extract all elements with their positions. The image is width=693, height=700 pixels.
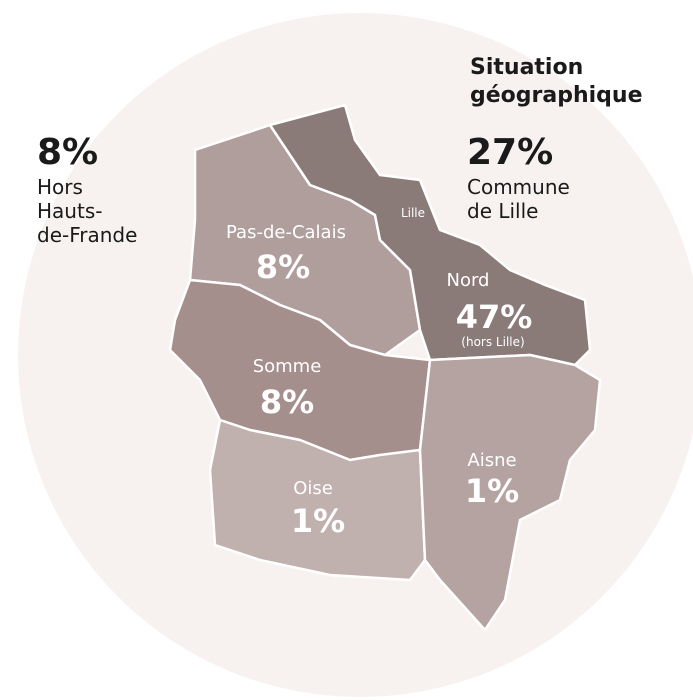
title: Situation xyxy=(470,55,583,80)
region-value: 8% xyxy=(256,248,310,286)
region-value: 1% xyxy=(465,472,519,510)
lille-value: 27% xyxy=(467,132,553,173)
lille-label: de Lille xyxy=(467,199,538,223)
title: géographique xyxy=(470,83,643,108)
lille-map-label: Lille xyxy=(401,206,425,220)
map xyxy=(168,103,602,632)
lille-label: Commune xyxy=(467,175,570,199)
outside-label: de-Frande xyxy=(37,223,137,247)
region-name: Oise xyxy=(293,478,333,499)
region-value: 47% xyxy=(456,298,533,336)
region-name: Aisne xyxy=(467,450,516,471)
outside-value: 8% xyxy=(37,132,98,173)
outside-label: Hauts- xyxy=(37,199,102,223)
region-value: 1% xyxy=(291,502,345,540)
region-name: Pas-de-Calais xyxy=(226,222,346,243)
outside-label: Hors xyxy=(37,175,83,199)
region-value: 8% xyxy=(260,383,314,421)
region-name: Somme xyxy=(253,356,322,377)
region-note: (hors Lille) xyxy=(461,335,524,349)
region-name: Nord xyxy=(447,270,490,291)
region-nord xyxy=(268,103,592,367)
region-aisne xyxy=(418,353,602,632)
